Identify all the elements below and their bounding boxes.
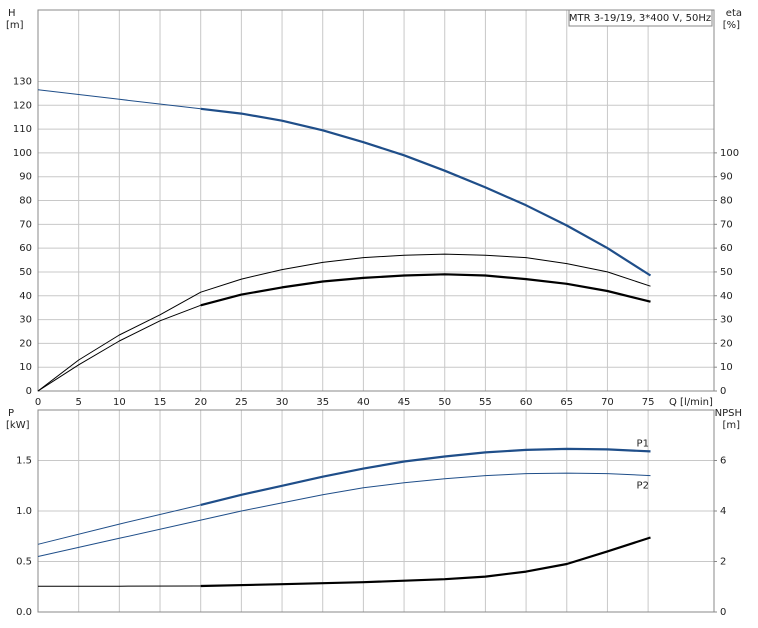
x-tick-label: 35 xyxy=(316,397,329,408)
x-tick-label: 45 xyxy=(398,397,411,408)
y2-axis-label: NPSH xyxy=(715,408,742,419)
y2-tick-label: 50 xyxy=(720,267,733,278)
curve xyxy=(200,107,652,277)
y-tick-label: 0.5 xyxy=(16,557,32,568)
y2-tick-label: 60 xyxy=(720,243,733,254)
curve xyxy=(37,504,201,545)
y2-axis-label: eta xyxy=(726,8,742,19)
y-tick-label: 0.0 xyxy=(16,607,32,618)
y2-tick-label: 40 xyxy=(720,291,733,302)
annotation-box xyxy=(568,9,713,27)
y-tick-label: 20 xyxy=(19,338,32,349)
y2-tick-label: 0 xyxy=(720,607,726,618)
y-tick-label: 90 xyxy=(19,172,32,183)
y-axis-label: H xyxy=(8,8,16,19)
y2-tick-label: 0 xyxy=(720,386,726,397)
x-tick-label: 0 xyxy=(35,397,41,408)
y2-tick-label: 6 xyxy=(720,456,726,467)
y-tick-label: 1.5 xyxy=(16,456,32,467)
y-tick-label: 100 xyxy=(13,148,32,159)
x-tick-label: 30 xyxy=(276,397,289,408)
y-tick-label: 30 xyxy=(19,315,32,326)
y2-tick-label: 70 xyxy=(720,219,733,230)
x-tick-label: 10 xyxy=(113,397,126,408)
curve xyxy=(37,304,201,392)
x-tick-label: 50 xyxy=(438,397,451,408)
y-tick-label: 10 xyxy=(19,362,32,373)
y-axis-unit: [m] xyxy=(6,20,24,31)
annotation: MTR 3-19/19, 3*400 V, 50Hz xyxy=(569,13,711,24)
x-axis-label: Q [l/min] xyxy=(669,397,713,408)
y2-tick-label: 4 xyxy=(720,506,726,517)
series-label: P2 xyxy=(637,481,649,492)
y2-tick-label: 100 xyxy=(720,148,739,159)
curve xyxy=(37,472,651,557)
y-tick-label: 110 xyxy=(13,124,32,135)
y2-tick-label: 10 xyxy=(720,362,733,373)
x-tick-label: 40 xyxy=(357,397,370,408)
x-tick-label: 60 xyxy=(520,397,533,408)
y2-axis-unit: [m] xyxy=(722,420,740,431)
y-tick-label: 1.0 xyxy=(16,506,32,517)
y2-tick-label: 90 xyxy=(720,172,733,183)
y-axis-label: P xyxy=(8,408,14,419)
series-label: P1 xyxy=(637,438,649,449)
curve xyxy=(200,536,651,588)
y-tick-label: 0 xyxy=(26,386,32,397)
x-tick-label: 5 xyxy=(75,397,81,408)
x-tick-label: 55 xyxy=(479,397,492,408)
x-tick-label: 70 xyxy=(601,397,614,408)
y-tick-label: 40 xyxy=(19,291,32,302)
curve xyxy=(37,89,201,110)
y-tick-label: 120 xyxy=(13,100,32,111)
x-tick-label: 20 xyxy=(194,397,207,408)
x-tick-label: 65 xyxy=(560,397,573,408)
curve xyxy=(200,273,651,307)
curve xyxy=(200,447,651,506)
plot-frame xyxy=(37,9,715,392)
y-tick-label: 130 xyxy=(13,76,32,87)
y-axis-unit: [kW] xyxy=(6,420,30,431)
y-tick-label: 80 xyxy=(19,196,32,207)
y2-tick-label: 2 xyxy=(720,557,726,568)
y-tick-label: 50 xyxy=(19,267,32,278)
y2-axis-unit: [%] xyxy=(723,20,740,31)
plot-frame xyxy=(37,409,715,613)
x-tick-label: 15 xyxy=(154,397,167,408)
x-tick-label: 75 xyxy=(642,397,655,408)
y2-tick-label: 30 xyxy=(720,315,733,326)
x-tick-label: 25 xyxy=(235,397,248,408)
y-tick-label: 70 xyxy=(19,219,32,230)
curve xyxy=(37,253,651,392)
y2-tick-label: 80 xyxy=(720,196,733,207)
y2-tick-label: 20 xyxy=(720,338,733,349)
y-tick-label: 60 xyxy=(19,243,32,254)
